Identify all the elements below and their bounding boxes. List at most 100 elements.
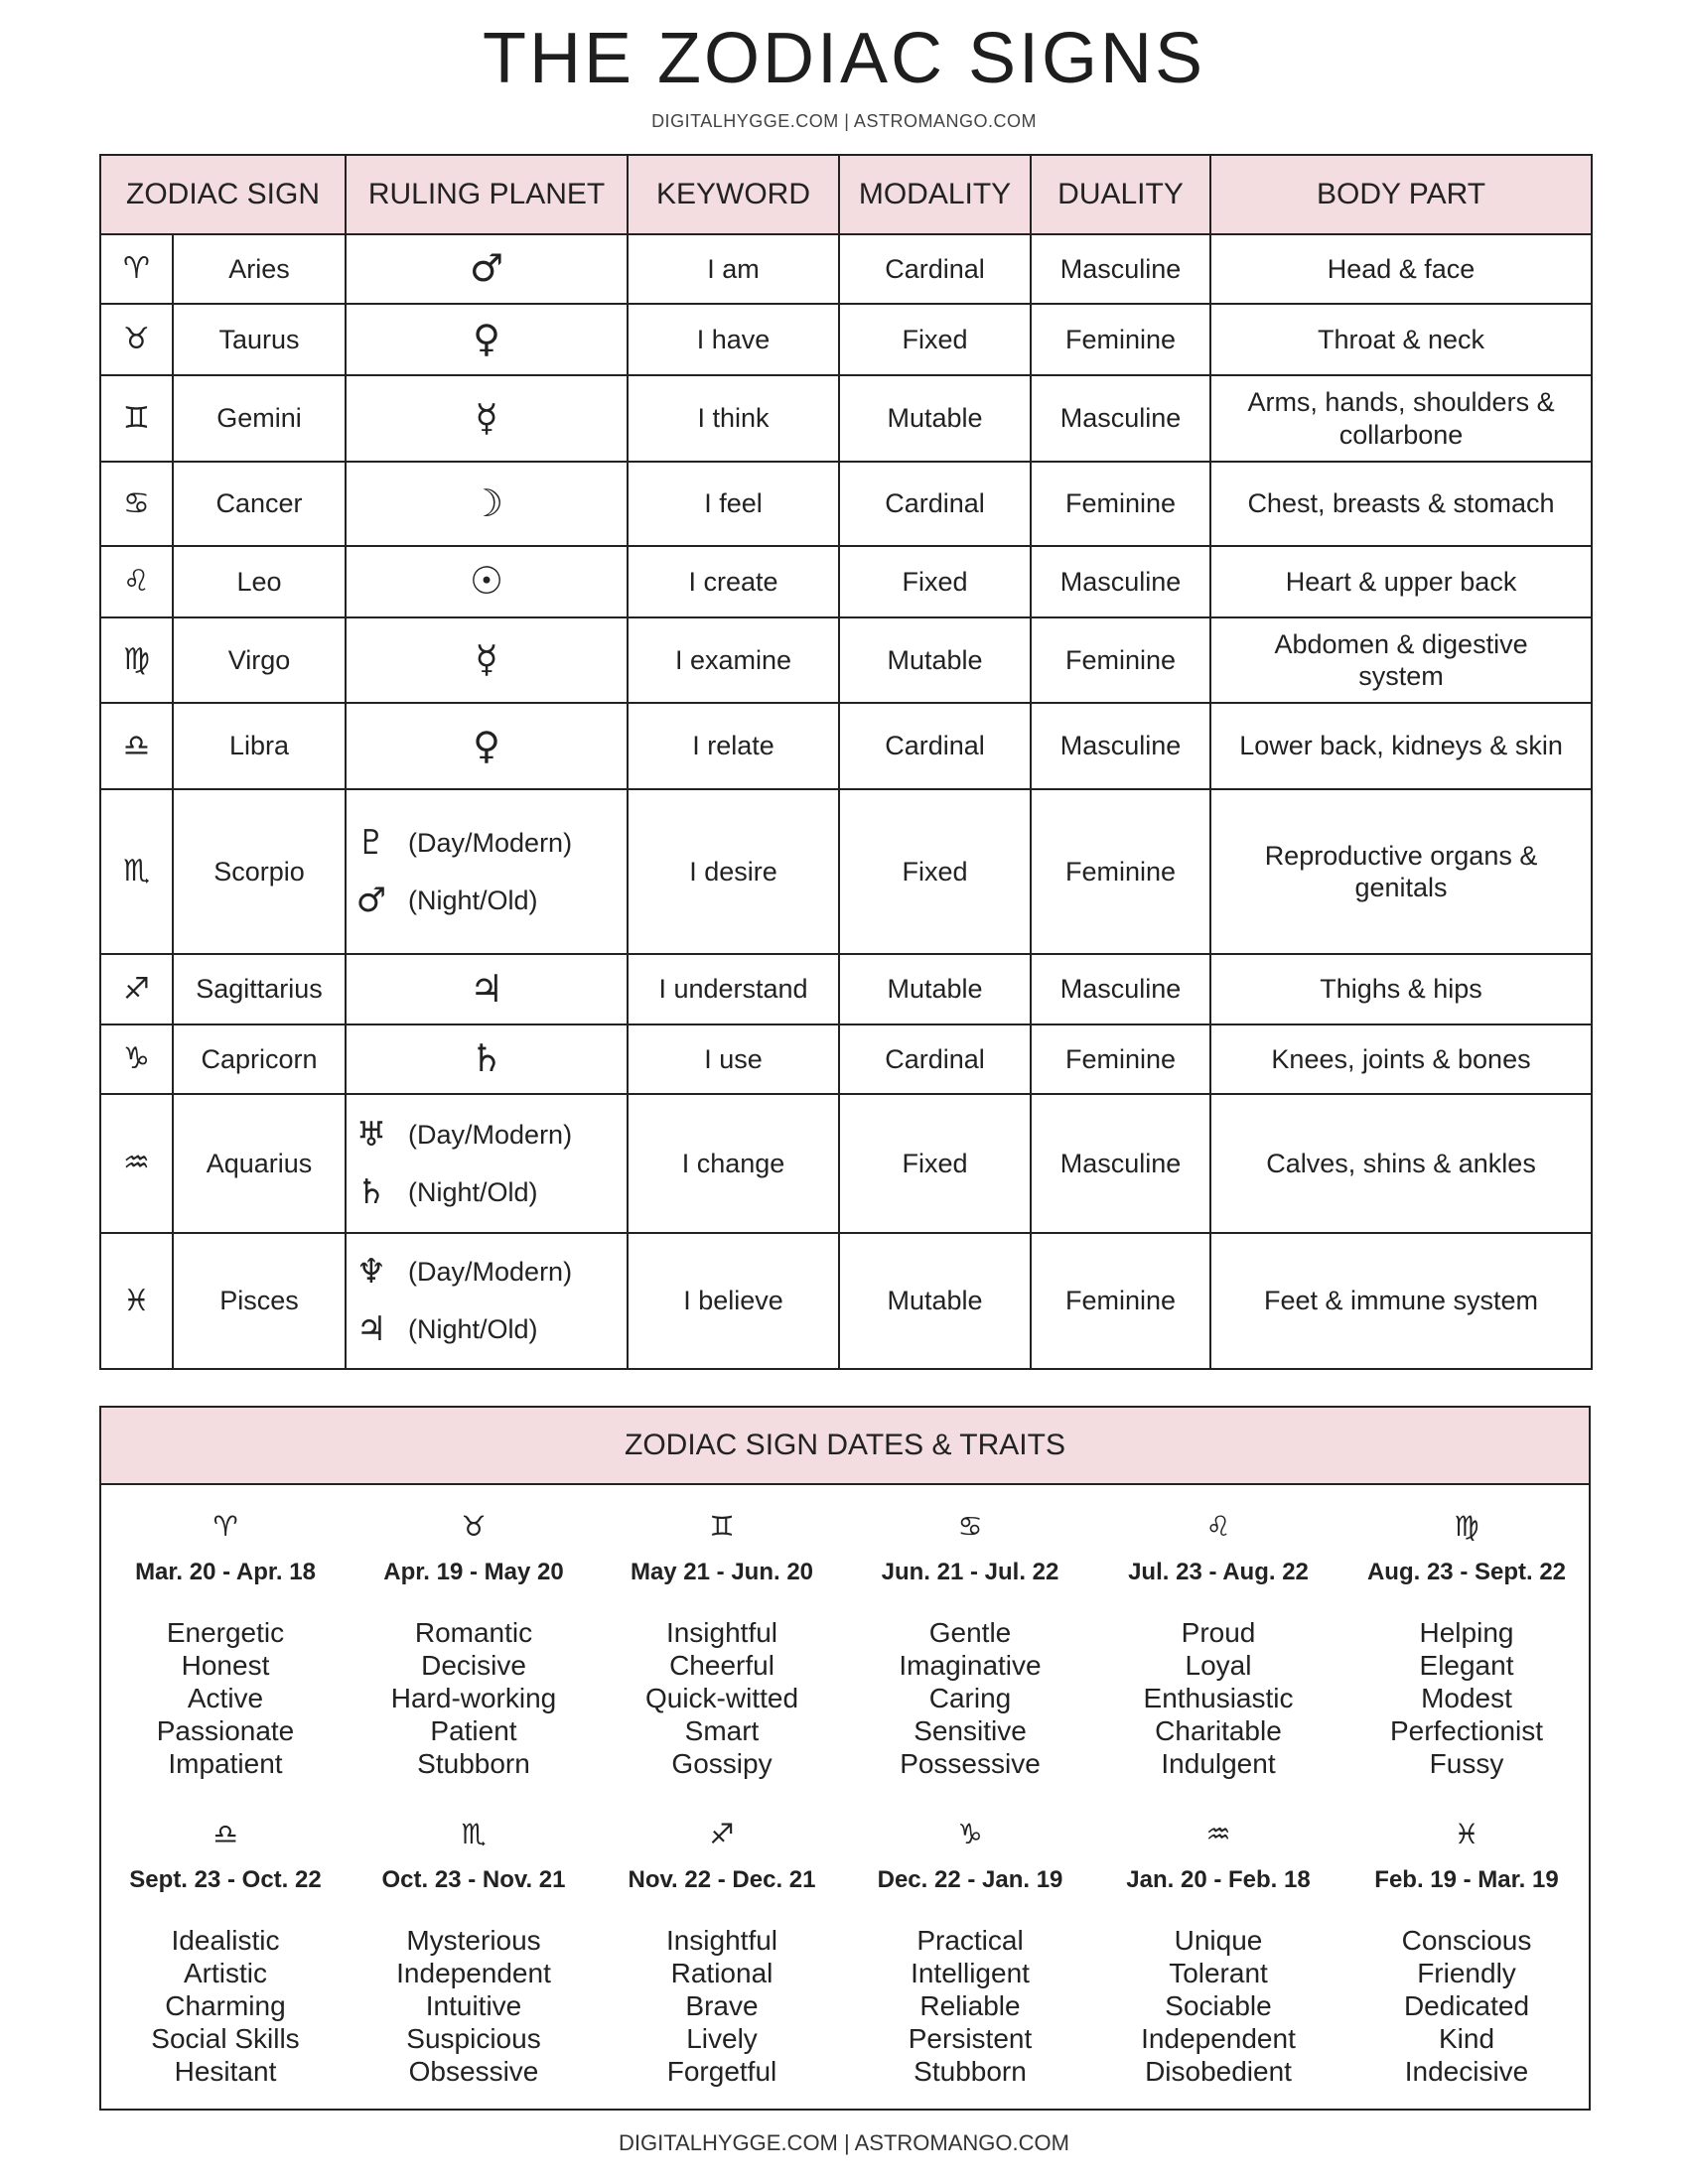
trait: Reliable (919, 1990, 1021, 2021)
body-part: Arms, hands, shoulders & collarbone (1209, 374, 1594, 463)
column-header: KEYWORD (627, 154, 841, 235)
sign-name: Gemini (171, 374, 348, 463)
trait: Unique (1174, 1925, 1263, 1956)
duality: Masculine (1030, 1093, 1212, 1234)
planet-icon: ♃ (355, 1309, 387, 1350)
sign-glyph-icon: ♑︎ (99, 1024, 174, 1095)
trait: Rational (670, 1958, 774, 1988)
sign-traits-card: ♌︎ Jul. 23 - Aug. 22 Proud Loyal Enthusiasti… (1094, 1507, 1342, 1780)
keyword: I desire (627, 788, 841, 955)
table-row: ♌︎ Leo ☉ I create Fixed Masculine Heart & uppe… (99, 545, 1594, 618)
planet-icon: ♀ (473, 317, 500, 361)
modality: Mutable (838, 953, 1033, 1025)
trait: Intuitive (425, 1990, 522, 2021)
ruling-planet-cell: ♀ (345, 702, 630, 790)
trait: Friendly (1417, 1958, 1516, 1988)
planet-icon: ♃ (469, 966, 504, 1011)
modality: Fixed (838, 545, 1033, 618)
sign-dates: Aug. 23 - Sept. 22 (1366, 1559, 1567, 1585)
duality: Masculine (1030, 374, 1212, 463)
sign-glyph-icon: ♍︎ (99, 616, 174, 704)
planet-line: ♃ (Night/Old) (347, 1301, 627, 1359)
trait: Tolerant (1169, 1958, 1268, 1988)
trait: Persistent (908, 2023, 1033, 2054)
sign-dates: Mar. 20 - Apr. 18 (135, 1559, 316, 1585)
trait: Helping (1419, 1617, 1514, 1648)
keyword: I examine (627, 616, 841, 704)
duality: Feminine (1030, 461, 1212, 547)
trait: Modest (1421, 1683, 1512, 1713)
sign-dates: Apr. 19 - May 20 (383, 1559, 564, 1585)
sign-glyph-icon: ♍︎ (1454, 1510, 1479, 1543)
keyword: I use (627, 1024, 841, 1095)
table-row: ♈︎ Aries ♂ I am Cardinal Masculine Head & face (99, 233, 1594, 305)
modality: Fixed (838, 1093, 1033, 1234)
ruling-planet-cell: ☉ (345, 545, 630, 618)
trait: Kind (1438, 2023, 1495, 2054)
trait: Indecisive (1404, 2056, 1529, 2087)
duality: Masculine (1030, 953, 1212, 1025)
trait: Loyal (1185, 1650, 1252, 1681)
modality: Cardinal (838, 461, 1033, 547)
duality: Feminine (1030, 1232, 1212, 1370)
sign-name: Pisces (171, 1232, 348, 1370)
trait: Independent (396, 1958, 551, 1988)
planet-line: ♆ (Day/Modern) (347, 1244, 627, 1301)
trait: Dedicated (1403, 1990, 1530, 2021)
sign-traits-card: ♊︎ May 21 - Jun. 20 Insightful Cheerful Quic… (598, 1507, 846, 1780)
subtitle: DIGITALHYGGE.COM | ASTROMANGO.COM (651, 111, 1037, 131)
ruling-planet-cell: ♂ (345, 233, 630, 305)
sign-name: Cancer (171, 461, 348, 547)
trait: Independent (1141, 2023, 1296, 2054)
trait: Indulgent (1161, 1748, 1276, 1779)
trait: Honest (181, 1650, 270, 1681)
footer: DIGITALHYGGE.COM | ASTROMANGO.COM (619, 2130, 1069, 2155)
planet-line: ♅ (Day/Modern) (347, 1106, 627, 1163)
sign-name: Aquarius (171, 1093, 348, 1234)
table-row: ♍︎ Virgo ☿ I examine Mutable Feminine Abdomen … (99, 616, 1594, 704)
duality: Masculine (1030, 702, 1212, 790)
trait: Fussy (1429, 1748, 1504, 1779)
sign-glyph-icon: ♉︎ (461, 1510, 487, 1543)
sign-glyph-icon: ♌︎ (99, 545, 174, 618)
sign-name: Leo (171, 545, 348, 618)
sign-glyph-icon: ♊︎ (99, 374, 174, 463)
duality: Feminine (1030, 616, 1212, 704)
trait: Imaginative (899, 1650, 1042, 1681)
sign-name: Virgo (171, 616, 348, 704)
body-part: Chest, breasts & stomach (1209, 461, 1594, 547)
sign-dates: Feb. 19 - Mar. 19 (1374, 1866, 1559, 1893)
trait: Idealistic (171, 1925, 280, 1956)
sign-dates: Oct. 23 - Nov. 21 (381, 1866, 566, 1893)
sign-traits-card: ♈︎ Mar. 20 - Apr. 18 Energetic Honest Active… (101, 1507, 350, 1780)
trait: Cheerful (669, 1650, 774, 1681)
trait: Disobedient (1145, 2056, 1292, 2087)
sign-dates: Dec. 22 - Jan. 19 (877, 1866, 1063, 1893)
planet-label: (Day/Modern) (408, 1257, 573, 1288)
keyword: I understand (627, 953, 841, 1025)
table-row: ♊︎ Gemini ☿ I think Mutable Masculine Arms, ha… (99, 374, 1594, 463)
table-row: ♒︎ Aquarius ♅ (Day/Modern) ♄ (Night/Old) I cha… (99, 1093, 1594, 1234)
trait: Gossipy (671, 1748, 773, 1779)
body-part: Feet & immune system (1209, 1232, 1594, 1370)
planet-icon: ♆ (355, 1252, 387, 1293)
sign-dates: May 21 - Jun. 20 (630, 1559, 814, 1585)
trait: Insightful (665, 1925, 778, 1956)
trait: Brave (685, 1990, 759, 2021)
ruling-planet-cell: ♀ (345, 303, 630, 376)
modality: Fixed (838, 303, 1033, 376)
trait: Active (187, 1683, 264, 1713)
trait: Forgetful (666, 2056, 777, 2087)
sign-dates: Sept. 23 - Oct. 22 (129, 1866, 322, 1893)
ruling-planet-cell: ♃ (345, 953, 630, 1025)
trait: Passionate (156, 1715, 295, 1746)
trait: Mysterious (406, 1925, 541, 1956)
sign-name: Aries (171, 233, 348, 305)
duality: Feminine (1030, 1024, 1212, 1095)
sign-name: Sagittarius (171, 953, 348, 1025)
sign-dates: Jun. 21 - Jul. 22 (881, 1559, 1059, 1585)
sign-glyph-icon: ♏︎ (99, 788, 174, 955)
sign-dates: Jan. 20 - Feb. 18 (1126, 1866, 1311, 1893)
trait: Intelligent (911, 1958, 1030, 1988)
body-part: Thighs & hips (1209, 953, 1594, 1025)
